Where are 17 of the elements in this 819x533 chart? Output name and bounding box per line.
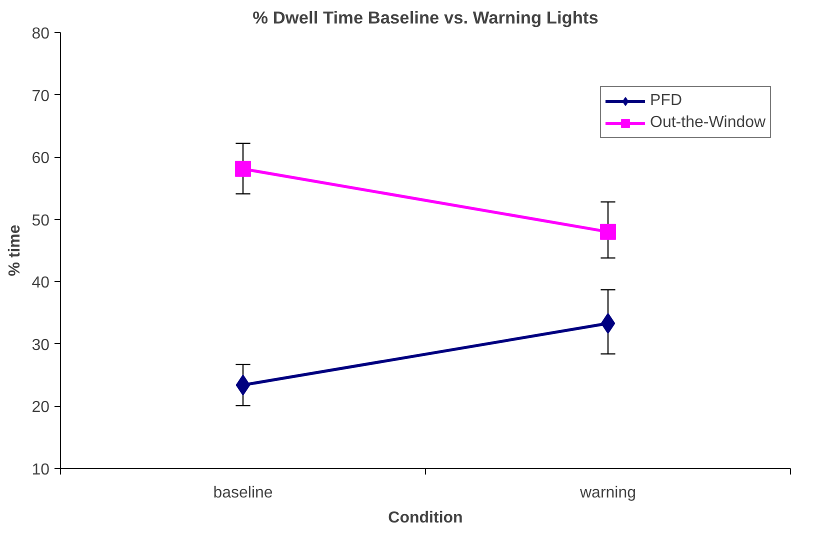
y-tick-label: 60 [32,150,50,168]
y-tick-label: 30 [32,336,50,354]
legend-label: Out-the-Window [650,114,766,132]
y-tick-label: 80 [32,26,50,42]
y-tick-label: 20 [32,399,50,416]
point [600,224,616,240]
legend-label: PFD [650,92,682,110]
x-tick-label: warning [578,484,636,502]
y-axis-title: % time [6,224,24,276]
y-tick-label: 70 [32,88,50,105]
point [235,160,251,177]
y-tick-label: 10 [32,462,50,478]
y-tick-label: 50 [32,212,50,230]
x-axis-title: Condition [388,510,463,526]
chart-title: % Dwell Time Baseline vs. Warning Lights [252,8,598,28]
y-tick-label: 40 [32,274,50,292]
x-tick-label: baseline [213,484,273,502]
